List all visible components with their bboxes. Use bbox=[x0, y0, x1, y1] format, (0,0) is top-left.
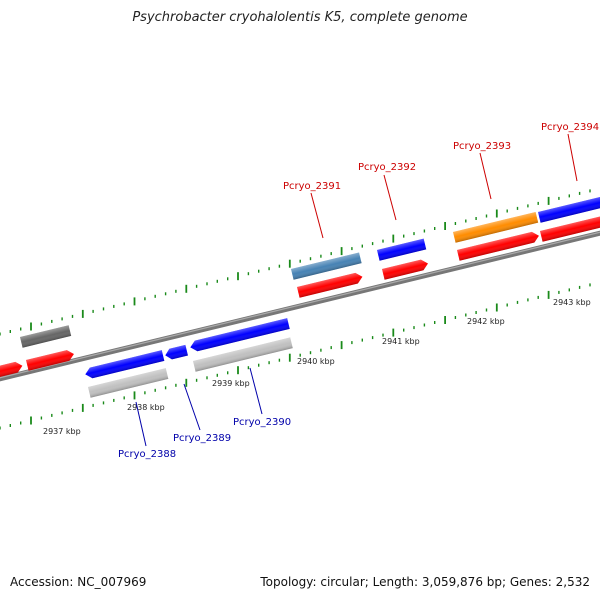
gene-red[interactable] bbox=[0, 360, 24, 379]
gene-gray[interactable] bbox=[193, 337, 293, 372]
kbp-tick-label: 2937 kbp bbox=[43, 427, 81, 436]
accession-text: Accession: NC_007969 bbox=[10, 575, 147, 589]
kbp-tick-label: 2938 kbp bbox=[127, 403, 165, 412]
gene-leader-line bbox=[479, 152, 492, 200]
genome-backbone-highlight bbox=[0, 231, 600, 379]
gene-gray[interactable] bbox=[88, 368, 169, 398]
kbp-tick-label: 2943 kbp bbox=[553, 298, 591, 307]
gene-label[interactable]: Pcryo_2390 bbox=[233, 417, 291, 428]
genome-backbone bbox=[0, 230, 600, 382]
kbp-tick-label: 2940 kbp bbox=[297, 357, 335, 366]
kbp-labels: 2937 kbp 2938 kbp 2939 kbp 2940 kbp 2941 kbp… bbox=[43, 298, 591, 436]
kbp-tick-label: 2939 kbp bbox=[212, 379, 250, 388]
kbp-tick-label: 2942 kbp bbox=[467, 317, 505, 326]
gene-blue[interactable] bbox=[538, 196, 600, 223]
gene-leader-line bbox=[383, 174, 397, 221]
tick-rows bbox=[0, 189, 591, 430]
gene-blue[interactable] bbox=[377, 238, 427, 261]
gene-label[interactable]: Pcryo_2393 bbox=[453, 141, 511, 152]
gene-orange[interactable] bbox=[453, 211, 539, 243]
gene-red[interactable] bbox=[297, 271, 364, 298]
kbp-tick-label: 2941 kbp bbox=[382, 337, 420, 346]
genome-summary: Topology: circular; Length: 3,059,876 bp… bbox=[260, 575, 590, 589]
gene-leader-line bbox=[249, 367, 263, 415]
gene-leader-line bbox=[183, 383, 201, 431]
gene-blue[interactable] bbox=[164, 344, 188, 361]
gene-leader-line bbox=[310, 192, 324, 239]
gene-red[interactable] bbox=[382, 258, 429, 280]
gene-label[interactable]: Pcryo_2394 bbox=[541, 122, 599, 133]
gene-red[interactable] bbox=[540, 215, 600, 242]
gene-blue[interactable] bbox=[189, 318, 290, 353]
genes bbox=[0, 196, 600, 398]
gene-leader-line bbox=[135, 401, 147, 447]
gene-red[interactable] bbox=[457, 230, 540, 261]
gene-dark-gray[interactable] bbox=[20, 325, 72, 348]
gene-steel[interactable] bbox=[291, 252, 362, 280]
page-title: Psychrobacter cryohalolentis K5, complet… bbox=[132, 10, 468, 25]
gene-label[interactable]: Pcryo_2391 bbox=[283, 181, 341, 192]
gene-label[interactable]: Pcryo_2388 bbox=[118, 449, 176, 460]
gene-label[interactable]: Pcryo_2389 bbox=[173, 433, 231, 444]
gene-blue[interactable] bbox=[84, 350, 165, 380]
gene-label[interactable]: Pcryo_2392 bbox=[358, 162, 416, 173]
gene-red[interactable] bbox=[26, 349, 75, 371]
gene-leader-line bbox=[567, 133, 578, 182]
